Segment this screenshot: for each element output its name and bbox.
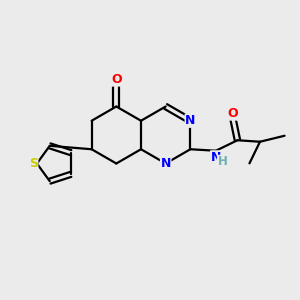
Text: S: S — [29, 157, 38, 170]
Text: N: N — [185, 114, 196, 127]
Text: N: N — [160, 157, 171, 170]
Text: N: N — [211, 151, 221, 164]
Text: H: H — [218, 155, 227, 168]
Text: O: O — [228, 107, 238, 120]
Text: O: O — [111, 73, 122, 86]
